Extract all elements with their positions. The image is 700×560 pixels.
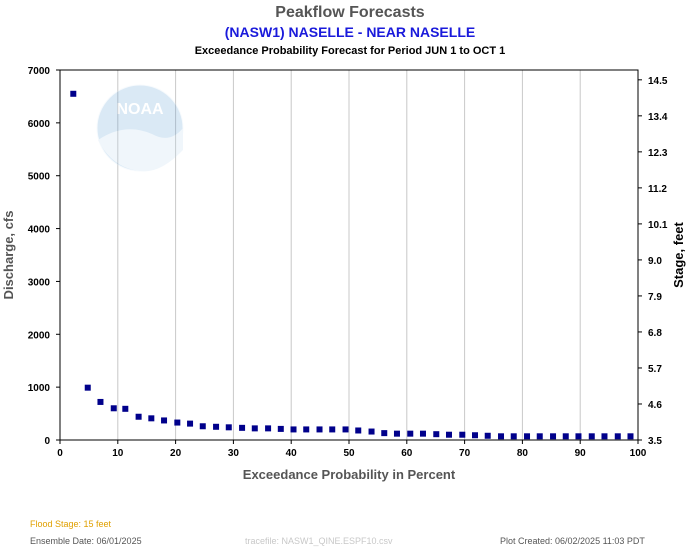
y-tick-label: 6000	[28, 119, 51, 130]
data-point-marker	[459, 431, 466, 438]
y-tick-label: 4000	[28, 225, 51, 236]
data-point-marker	[135, 413, 142, 420]
y2-tick-label: 11.2	[648, 184, 667, 195]
axis-ticks: 0 10 20 30 40 50 60 70 80 90 100010002000300040005…	[28, 66, 668, 459]
x-tick-label: 10	[112, 448, 124, 459]
data-point-marker	[498, 433, 505, 440]
x-tick-label: 80	[517, 448, 529, 459]
plot-created-timestamp: Plot Created: 06/02/2025 11:03 PDT	[500, 536, 645, 546]
y2-tick-label: 10.1	[648, 220, 668, 231]
y-tick-label: 7000	[28, 66, 51, 77]
y2-tick-label: 9.0	[648, 256, 662, 267]
data-points	[70, 90, 634, 440]
y-tick-label: 3000	[28, 277, 51, 288]
y2-tick-label: 6.8	[648, 328, 662, 339]
data-point-marker	[161, 417, 168, 424]
data-point-marker	[355, 427, 362, 434]
y2-tick-label: 7.9	[648, 292, 662, 303]
y2-tick-label: 12.3	[648, 148, 668, 159]
x-tick-label: 50	[343, 448, 355, 459]
y2-tick-label: 4.6	[648, 400, 662, 411]
chart-title: Peakflow Forecasts	[275, 4, 425, 21]
station-subtitle: (NASW1) NASELLE - NEAR NASELLE	[224, 24, 476, 40]
data-point-marker	[251, 425, 258, 432]
noaa-logo-icon: NOAA	[96, 84, 184, 172]
data-point-marker	[316, 426, 323, 433]
data-point-marker	[97, 398, 104, 405]
data-point-marker	[484, 432, 491, 439]
data-point-marker	[199, 423, 206, 430]
data-point-marker	[110, 405, 117, 412]
data-point-marker	[445, 431, 452, 438]
data-point-marker	[265, 425, 272, 432]
y-tick-label: 1000	[28, 383, 51, 394]
data-point-marker	[368, 428, 375, 435]
data-point-marker	[225, 424, 232, 431]
data-point-marker	[277, 425, 284, 432]
forecast-period-label: Exceedance Probability Forecast for Peri…	[194, 45, 506, 57]
y2-tick-label: 13.4	[648, 112, 668, 123]
y2-tick-label: 14.5	[648, 76, 668, 87]
data-point-marker	[433, 431, 440, 438]
x-tick-label: 40	[286, 448, 298, 459]
data-point-marker	[122, 405, 129, 412]
data-point-marker	[329, 426, 336, 433]
x-tick-label: 70	[459, 448, 471, 459]
data-point-marker	[84, 384, 91, 391]
data-point-marker	[213, 423, 220, 430]
x-tick-label: 30	[228, 448, 240, 459]
data-point-marker	[510, 433, 517, 440]
data-point-marker	[70, 90, 77, 97]
y2-axis-label: Stage, feet	[671, 221, 686, 287]
data-point-marker	[536, 433, 543, 440]
y2-tick-label: 3.5	[648, 436, 662, 447]
x-tick-label: 100	[630, 448, 647, 459]
x-tick-label: 20	[170, 448, 182, 459]
data-point-marker	[550, 433, 557, 440]
y-axis-label: Discharge, cfs	[1, 211, 16, 300]
data-point-marker	[187, 420, 194, 427]
x-tick-label: 60	[401, 448, 413, 459]
data-point-marker	[407, 430, 414, 437]
x-tick-label: 90	[575, 448, 587, 459]
ensemble-date: Ensemble Date: 06/01/2025	[30, 536, 142, 546]
data-point-marker	[393, 430, 400, 437]
data-point-marker	[174, 419, 181, 426]
y-tick-label: 5000	[28, 172, 51, 183]
data-point-marker	[601, 433, 608, 440]
tracefile-name: tracefile: NASW1_QINE.ESPF10.csv	[245, 536, 393, 546]
data-point-marker	[575, 433, 582, 440]
data-point-marker	[419, 430, 426, 437]
data-point-marker	[290, 426, 297, 433]
data-point-marker	[148, 415, 155, 422]
data-point-marker	[588, 433, 595, 440]
data-point-marker	[239, 424, 246, 431]
grid-lines	[117, 70, 581, 440]
data-point-marker	[472, 432, 479, 439]
y2-tick-label: 5.7	[648, 364, 662, 375]
data-point-marker	[342, 426, 349, 433]
data-point-marker	[562, 433, 569, 440]
data-point-marker	[627, 433, 634, 440]
flood-stage-note: Flood Stage: 15 feet	[30, 519, 112, 529]
x-tick-label: 0	[57, 448, 63, 459]
noaa-logo-text: NOAA	[116, 101, 164, 118]
y-tick-label: 2000	[28, 330, 51, 341]
y-tick-label: 0	[44, 436, 50, 447]
x-axis-label: Exceedance Probability in Percent	[243, 467, 456, 482]
data-point-marker	[381, 430, 388, 437]
data-point-marker	[614, 433, 621, 440]
data-point-marker	[303, 426, 310, 433]
data-point-marker	[524, 433, 531, 440]
